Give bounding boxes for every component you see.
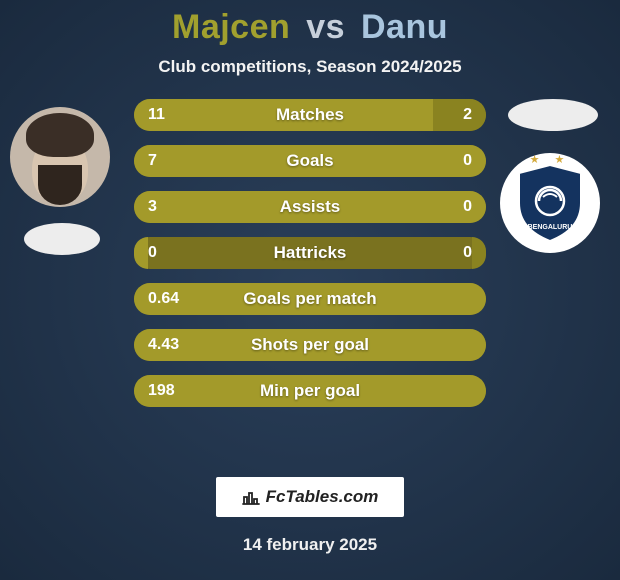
player1-avatar-beard — [38, 165, 82, 205]
stat-value-left: 11 — [148, 106, 165, 124]
stat-label: Hattricks — [274, 243, 347, 263]
player1-name: Majcen — [172, 8, 290, 46]
player1-club-badge — [24, 223, 100, 255]
fctables-badge: FcTables.com — [216, 477, 405, 517]
stat-label: Shots per goal — [251, 335, 369, 355]
stat-bars: 11 2 Matches 7 0 Goals 3 0 Assists 0 0 Hattricks 0.6… — [134, 99, 486, 407]
stat-bar: 7 0 Goals — [134, 145, 486, 177]
comparison-title: Majcen vs Danu — [172, 8, 448, 47]
stat-bar: 0.64 Goals per match — [134, 283, 486, 315]
player2-pill — [508, 99, 598, 131]
stat-label: Goals — [286, 151, 333, 171]
stat-value-right: 0 — [463, 152, 472, 170]
stat-label: Assists — [280, 197, 340, 217]
stat-value-left: 0 — [148, 244, 157, 262]
stat-value-left: 3 — [148, 198, 157, 216]
stat-label: Goals per match — [243, 289, 376, 309]
svg-text:BENGALURU: BENGALURU — [528, 224, 573, 231]
badge-stars: ★ ★ — [515, 153, 585, 166]
player2-club-badge: ★ ★ BENGALURU — [500, 153, 600, 253]
stat-label: Matches — [276, 105, 344, 125]
bar-fill-right — [433, 99, 486, 131]
stat-bar: 4.43 Shots per goal — [134, 329, 486, 361]
stat-bar: 3 0 Assists — [134, 191, 486, 223]
stat-value-right: 2 — [463, 106, 472, 124]
stat-bar: 11 2 Matches — [134, 99, 486, 131]
stat-value-right: 0 — [463, 244, 472, 262]
stat-value-right: 0 — [463, 198, 472, 216]
bengaluru-shield-icon: ★ ★ BENGALURU — [515, 163, 585, 243]
player2-name: Danu — [361, 8, 448, 46]
fctables-logo-icon — [242, 488, 260, 506]
fctables-text: FcTables.com — [266, 487, 379, 507]
player1-avatar — [10, 107, 110, 207]
bar-fill-right — [472, 237, 486, 269]
snapshot-date: 14 february 2025 — [243, 535, 377, 555]
comparison-stage: ★ ★ BENGALURU 11 2 Matches 7 0 Goals 3 0 Assists… — [0, 99, 620, 459]
stat-value-left: 0.64 — [148, 290, 179, 308]
bar-fill-left — [134, 237, 148, 269]
stat-value-left: 198 — [148, 382, 175, 400]
stat-bar: 0 0 Hattricks — [134, 237, 486, 269]
stat-value-left: 7 — [148, 152, 157, 170]
stat-value-left: 4.43 — [148, 336, 179, 354]
stat-bar: 198 Min per goal — [134, 375, 486, 407]
stat-label: Min per goal — [260, 381, 360, 401]
subtitle: Club competitions, Season 2024/2025 — [158, 57, 461, 77]
vs-text: vs — [306, 8, 345, 46]
